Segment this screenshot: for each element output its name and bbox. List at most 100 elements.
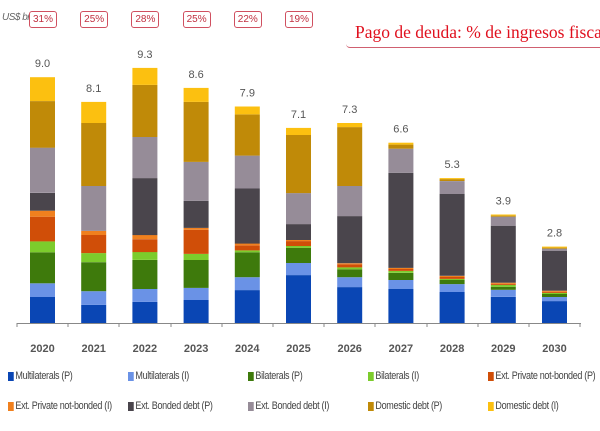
bar-segment bbox=[234, 277, 260, 291]
legend-label: Ext. Private not-bonded (I) bbox=[15, 400, 112, 412]
bar-segment bbox=[388, 148, 414, 173]
bar-segment bbox=[81, 235, 107, 254]
chart-title: Pago de deuda: % de ingresos fisca bbox=[355, 22, 600, 42]
bar-segment bbox=[30, 241, 55, 253]
bar-segment bbox=[542, 248, 567, 251]
stacked-bar-chart: 9.0 2020 8.1 2021 9.3 2022 8.6 2023 7.9 2024 7.1 20… bbox=[16, 49, 581, 355]
legend-swatch bbox=[8, 371, 14, 381]
bar-segment bbox=[132, 289, 158, 302]
bar-segment bbox=[183, 229, 209, 254]
legend-item: Ext. Bonded debt (P) bbox=[128, 400, 213, 412]
x-tick-label: 2020 bbox=[30, 343, 54, 355]
bar-segment bbox=[234, 252, 260, 278]
x-tick-label: 2021 bbox=[81, 343, 105, 355]
bar-segment bbox=[388, 280, 414, 289]
bar-segment bbox=[132, 301, 158, 323]
bar-segment bbox=[132, 235, 158, 240]
x-tick-label: 2029 bbox=[491, 343, 515, 355]
legend-label: Ext. Private not-bonded (P) bbox=[495, 370, 596, 382]
legend-swatch bbox=[8, 401, 14, 411]
legend-label: Bilaterals (I) bbox=[375, 370, 419, 382]
legend-label: Domestic debt (P) bbox=[375, 400, 442, 412]
bar-segment bbox=[81, 123, 107, 186]
bar-segment bbox=[286, 275, 311, 323]
bar-segment bbox=[81, 262, 107, 292]
bar-segment bbox=[286, 224, 311, 240]
bar-segment bbox=[286, 263, 311, 276]
total-label: 2.8 bbox=[547, 228, 562, 240]
bar-segment bbox=[81, 230, 107, 235]
legend-item: Bilaterals (I) bbox=[368, 370, 419, 382]
bar-segment bbox=[286, 127, 311, 135]
bar-segment bbox=[183, 260, 209, 288]
legend-item: Domestic debt (I) bbox=[488, 400, 559, 412]
x-tick-label: 2026 bbox=[337, 343, 361, 355]
legend-item: Ext. Private not-bonded (P) bbox=[488, 370, 596, 382]
bar-segment bbox=[81, 253, 107, 263]
bar-segment bbox=[132, 260, 158, 289]
x-tick-label: 2030 bbox=[542, 343, 566, 355]
bar-segment bbox=[337, 263, 363, 265]
bar-segment bbox=[30, 297, 55, 323]
bar-segment bbox=[337, 267, 363, 270]
bar-segment bbox=[542, 294, 567, 297]
bar-segment bbox=[286, 246, 311, 248]
x-tick-label: 2028 bbox=[440, 343, 464, 355]
bar-segment bbox=[234, 245, 260, 251]
bar-segment bbox=[388, 289, 414, 323]
total-label: 3.9 bbox=[496, 196, 511, 208]
legend-item: Ext. Private not-bonded (I) bbox=[8, 400, 112, 412]
bar-segment bbox=[388, 272, 414, 280]
x-tick-label: 2023 bbox=[184, 343, 208, 355]
bar-segment bbox=[183, 161, 209, 201]
revenue-share-badge: 31% bbox=[29, 11, 57, 28]
bar-segment bbox=[183, 200, 209, 228]
legend-label: Multilaterals (I) bbox=[135, 370, 189, 382]
bar-segment bbox=[234, 290, 260, 323]
bar-segment bbox=[183, 101, 209, 162]
bar-segment bbox=[439, 284, 465, 292]
bar-segment bbox=[234, 114, 260, 156]
legend-swatch bbox=[128, 401, 134, 411]
bar-segment bbox=[286, 240, 311, 242]
bar-segment bbox=[234, 155, 260, 189]
bar-segment bbox=[388, 172, 414, 268]
bar-segment bbox=[439, 178, 465, 180]
revenue-share-badge: 19% bbox=[285, 11, 313, 28]
bar-segment bbox=[542, 301, 567, 323]
bar-segment bbox=[337, 264, 363, 268]
bar-segment bbox=[234, 188, 260, 244]
bar-segment bbox=[183, 287, 209, 300]
bar-segment bbox=[286, 135, 311, 194]
bar-segment bbox=[490, 283, 516, 285]
bar-segment bbox=[439, 278, 465, 280]
revenue-share-badge: 28% bbox=[131, 11, 160, 28]
bar-segment bbox=[286, 247, 311, 263]
bar-segment bbox=[30, 210, 55, 217]
bar-segment bbox=[30, 283, 55, 297]
total-label: 6.6 bbox=[393, 124, 408, 136]
bar-segment bbox=[490, 215, 516, 217]
legend-swatch bbox=[368, 401, 374, 411]
revenue-share-badge: 25% bbox=[80, 11, 109, 28]
bar-segment bbox=[542, 292, 567, 294]
bar-segment bbox=[439, 292, 465, 323]
x-tick-label: 2024 bbox=[235, 343, 260, 355]
legend-item: Multilaterals (P) bbox=[8, 370, 73, 382]
bar-segment bbox=[30, 147, 55, 193]
bar-segment bbox=[81, 101, 107, 123]
bar-segment bbox=[337, 216, 363, 264]
bar-segment bbox=[542, 247, 567, 249]
revenue-share-badge: 25% bbox=[182, 11, 211, 28]
bar-segment bbox=[490, 289, 516, 297]
bar-segment bbox=[542, 297, 567, 302]
legend-label: Ext. Bonded debt (I) bbox=[255, 400, 330, 412]
bar-segment bbox=[542, 291, 567, 293]
bar-segment bbox=[81, 186, 107, 231]
bar-segment bbox=[439, 275, 465, 277]
bar-segment bbox=[30, 77, 55, 101]
bar-segment bbox=[490, 286, 516, 290]
bar-segment bbox=[81, 291, 107, 305]
bar-segment bbox=[183, 254, 209, 260]
legend-item: Multilaterals (I) bbox=[128, 370, 189, 382]
